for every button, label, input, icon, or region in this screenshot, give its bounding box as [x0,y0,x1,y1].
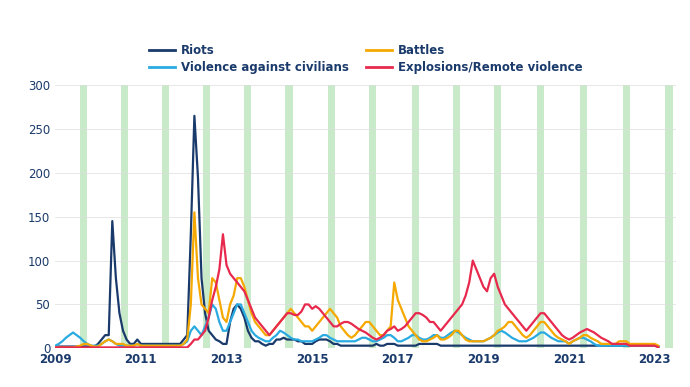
Bar [121,85,128,348]
Bar [328,85,335,348]
Bar [244,85,251,348]
Bar [537,85,544,348]
Bar [665,85,673,348]
Legend: Riots, Violence against civilians, Battles, Explosions/Remote violence: Riots, Violence against civilians, Battl… [149,45,582,74]
Bar [80,85,88,348]
Bar [580,85,587,348]
Bar [162,85,170,348]
Bar [286,85,293,348]
Bar [622,85,630,348]
Bar [412,85,420,348]
Bar [369,85,377,348]
Bar [494,85,502,348]
Bar [453,85,460,348]
Bar [204,85,210,348]
